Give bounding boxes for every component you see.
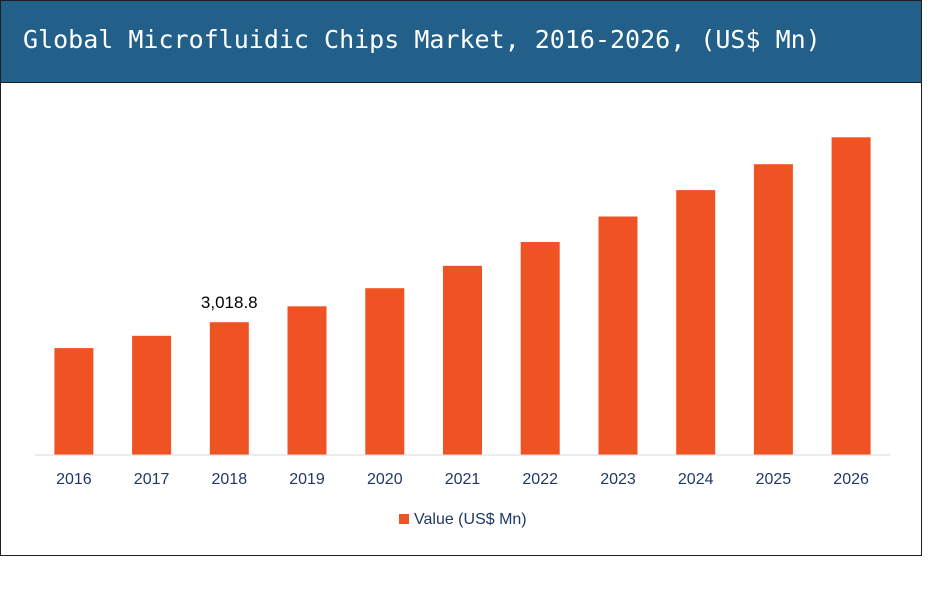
x-tick-label-2020: 2020 bbox=[367, 471, 403, 488]
x-tick-label-2019: 2019 bbox=[289, 471, 325, 488]
bar-2019 bbox=[287, 306, 327, 455]
x-tick-label-2017: 2017 bbox=[134, 471, 170, 488]
bar-2026 bbox=[831, 137, 871, 456]
title-bar: Global Microfluidic Chips Market, 2016-2… bbox=[1, 1, 921, 83]
x-tick-label-2018: 2018 bbox=[212, 471, 248, 488]
x-tick-label-2022: 2022 bbox=[522, 471, 558, 488]
data-label-2018: 3,018.8 bbox=[201, 293, 258, 312]
legend-label: Value (US$ Mn) bbox=[414, 511, 527, 528]
x-tick-label-2021: 2021 bbox=[445, 471, 481, 488]
chart-title: Global Microfluidic Chips Market, 2016-2… bbox=[23, 25, 821, 54]
legend-swatch bbox=[399, 514, 409, 524]
bar-2023 bbox=[598, 216, 638, 455]
bar-2024 bbox=[676, 190, 716, 455]
x-tick-label-2025: 2025 bbox=[756, 471, 792, 488]
bar-2017 bbox=[132, 335, 172, 455]
bar-2016 bbox=[54, 348, 94, 455]
bar-2022 bbox=[520, 242, 560, 455]
x-tick-label-2024: 2024 bbox=[678, 471, 714, 488]
x-tick-label-2023: 2023 bbox=[600, 471, 636, 488]
bar-2020 bbox=[365, 288, 405, 455]
x-tick-label-2026: 2026 bbox=[833, 471, 869, 488]
bar-2018 bbox=[209, 322, 249, 455]
x-tick-label-2016: 2016 bbox=[56, 471, 92, 488]
bar-2021 bbox=[443, 265, 482, 455]
bar-2025 bbox=[753, 164, 793, 455]
